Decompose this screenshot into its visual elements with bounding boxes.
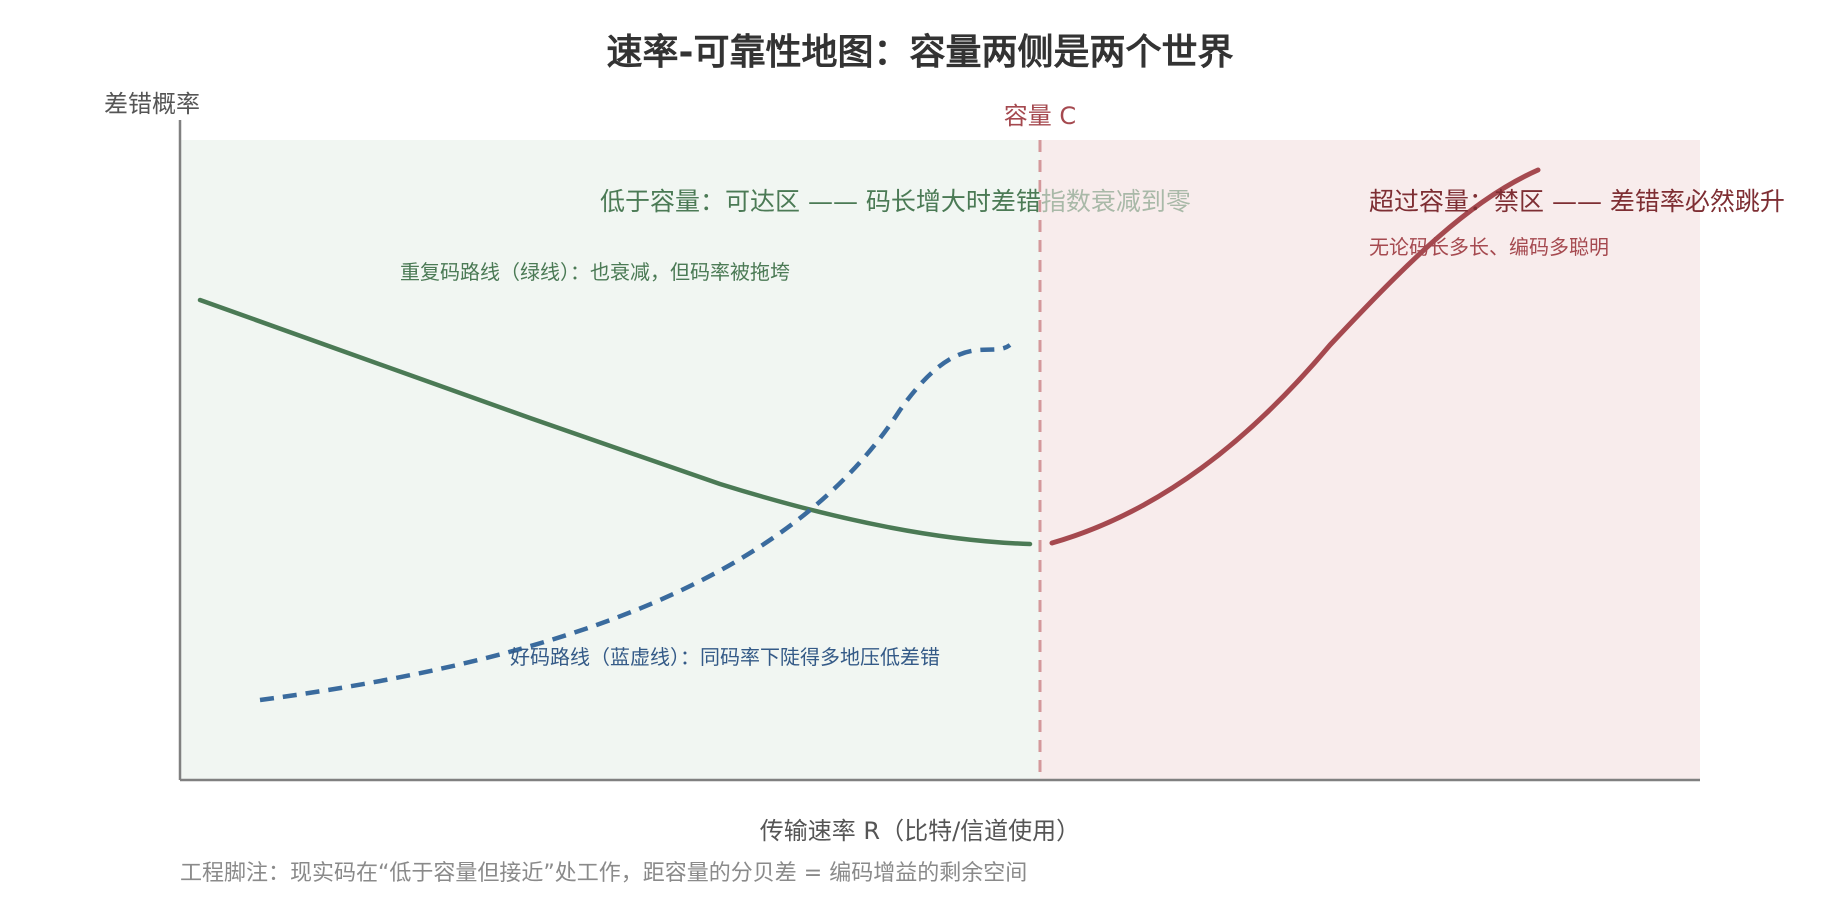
beyond-capacity-curve	[1049, 167, 1541, 546]
achievable-title-fade	[1041, 178, 1231, 220]
y-axis-label: 差错概率	[104, 90, 200, 118]
forbidden-zone-title: 超过容量：禁区 —— 差错率必然跳升	[1369, 187, 1785, 216]
forbidden-zone	[1040, 140, 1700, 780]
diagram-title: 速率-可靠性地图：容量两侧是两个世界	[607, 32, 1234, 73]
repetition-code-curve	[197, 297, 1033, 547]
achievable-zone	[181, 140, 1040, 780]
good-code-note: 好码路线（蓝虚线）：同码率下陡得多地压低差错	[510, 645, 940, 669]
repetition-code-note: 重复码路线（绿线）：也衰减，但码率被拖垮	[400, 260, 790, 284]
x-axis-label: 传输速率 R（比特/信道使用）	[760, 817, 1080, 845]
capacity-label: 容量 C	[1004, 102, 1076, 130]
forbidden-zone-subtitle: 无论码长多长、编码多聪明	[1369, 235, 1609, 259]
engineering-footnote: 工程脚注：现实码在“低于容量但接近”处工作，距容量的分贝差 = 编码增益的剩余空…	[180, 861, 1027, 886]
